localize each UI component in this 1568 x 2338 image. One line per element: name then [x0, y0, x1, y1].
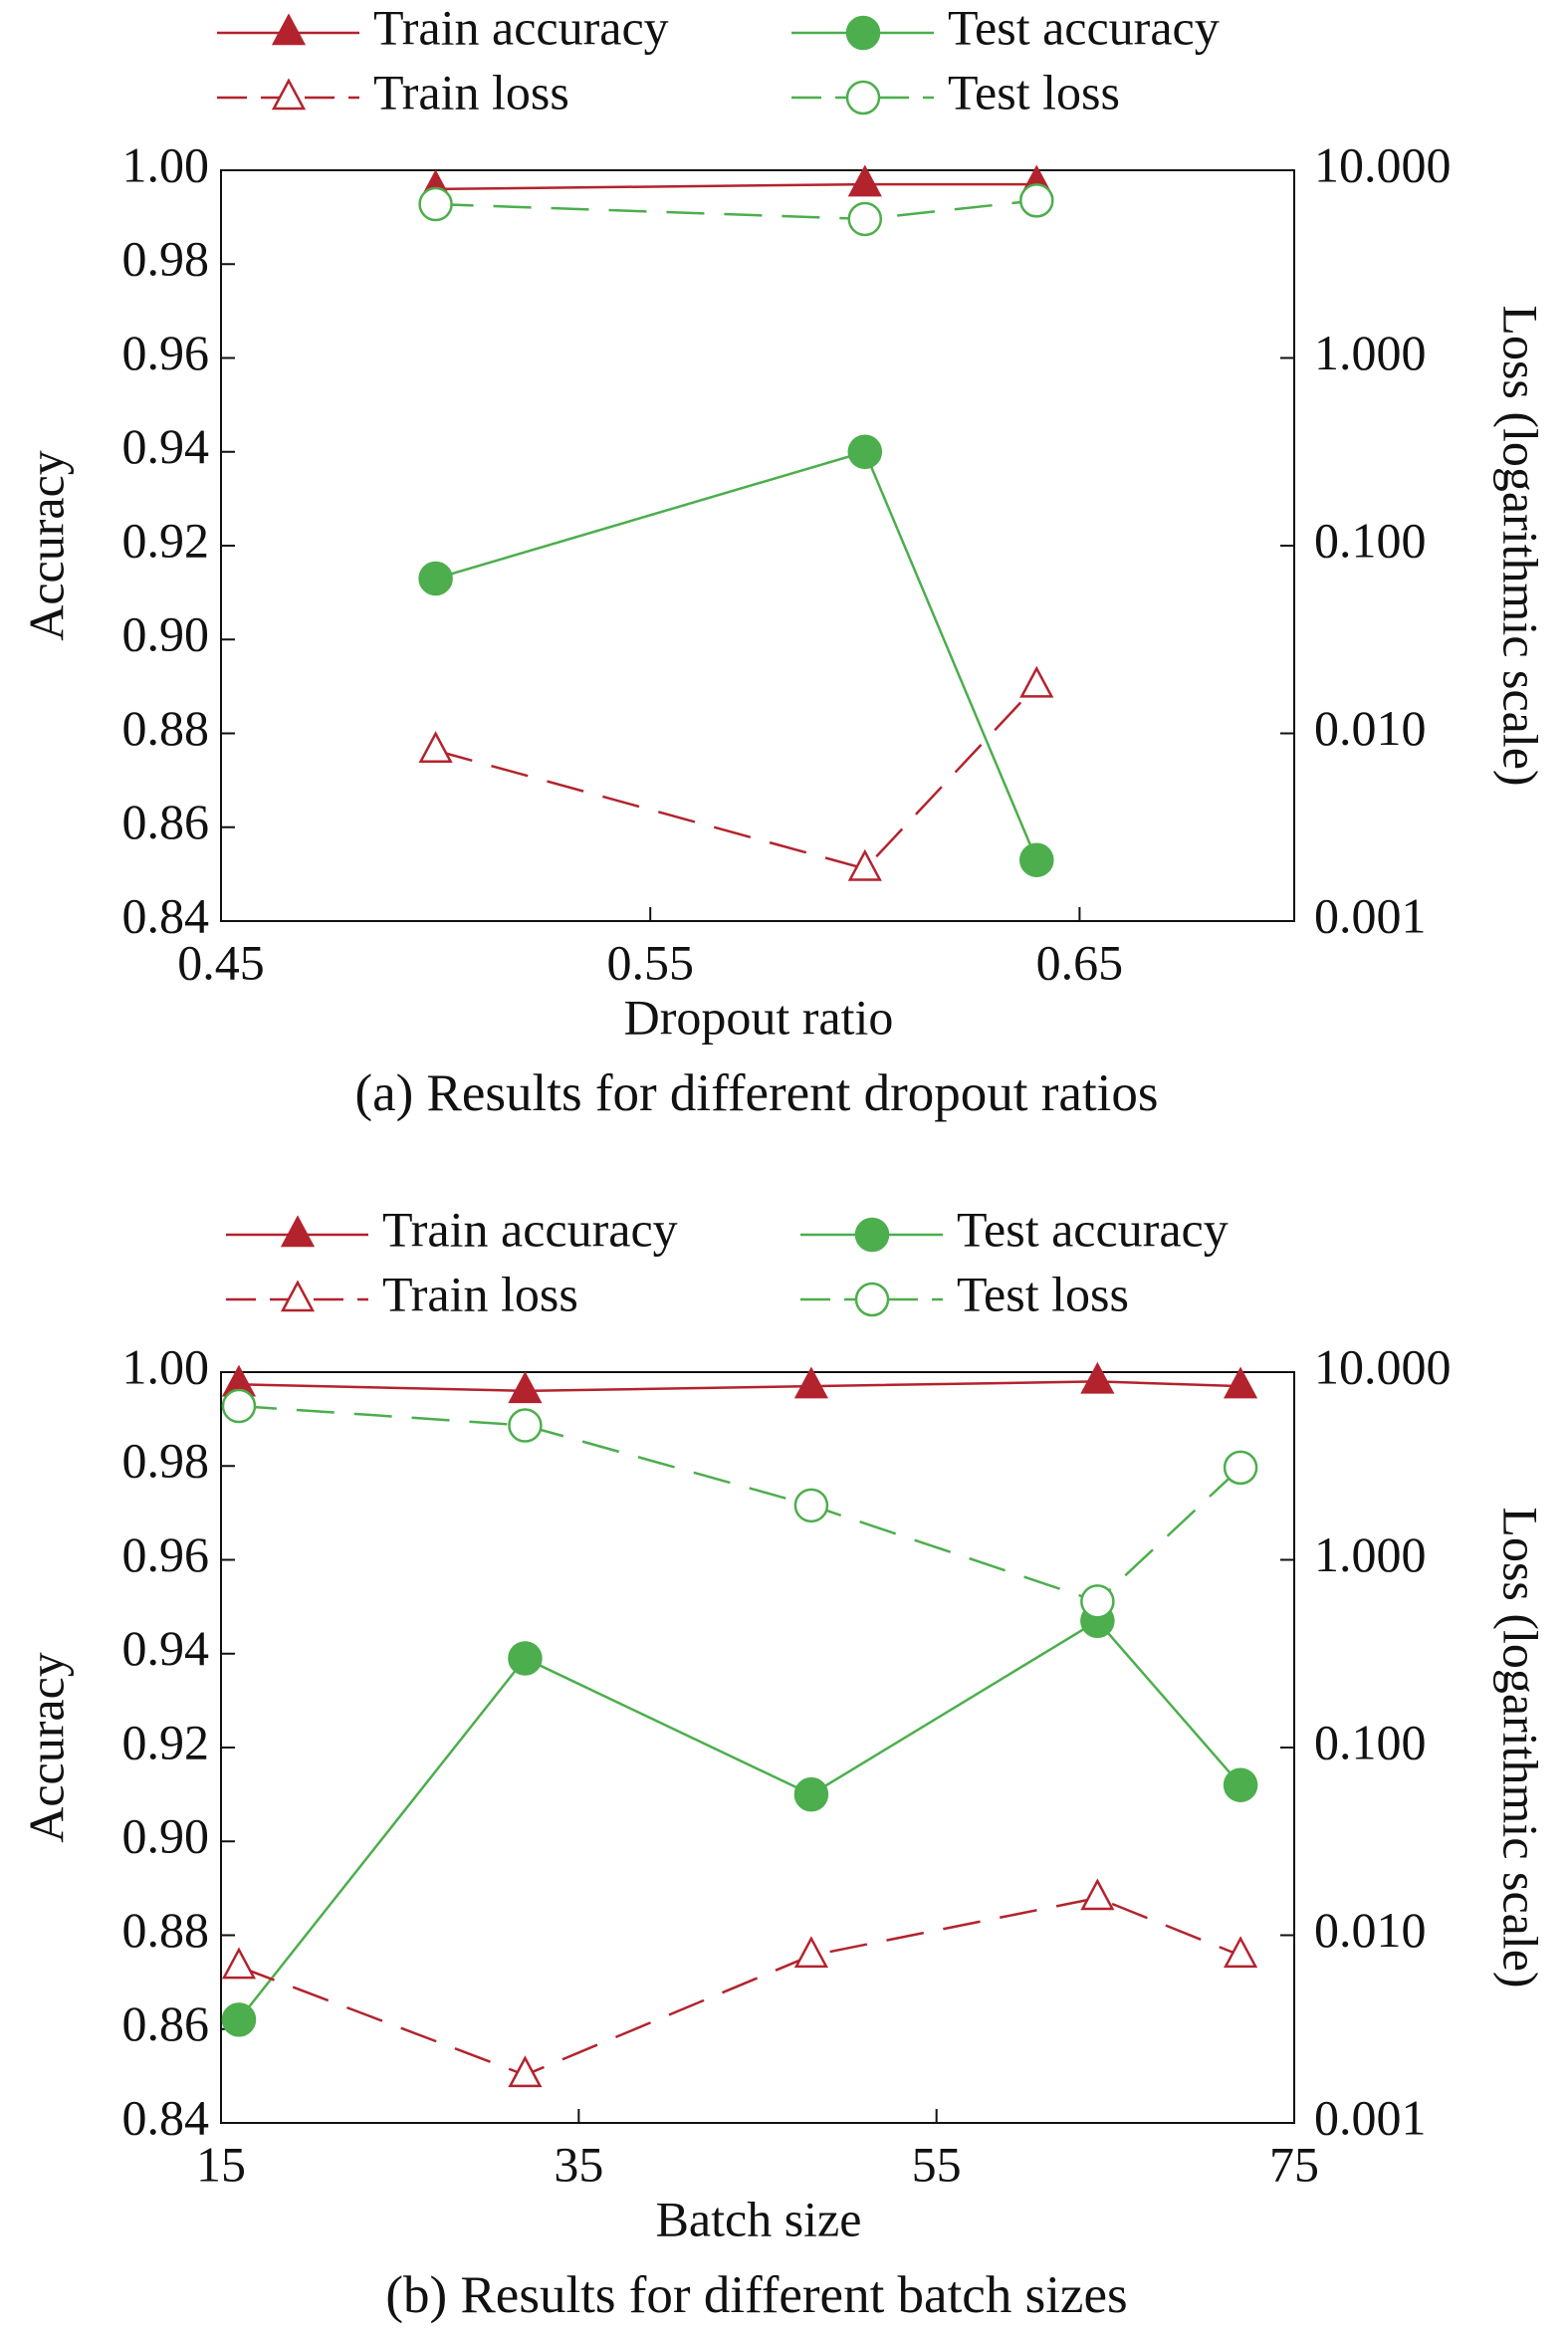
data-point	[508, 1641, 543, 1676]
legend-label: Test loss	[957, 1266, 1129, 1321]
data-point	[221, 2002, 257, 2037]
series-line	[435, 450, 1038, 861]
legend-marker	[854, 1282, 890, 1317]
data-point	[847, 164, 882, 197]
data-point	[1224, 1936, 1258, 1969]
series-line	[435, 182, 1037, 191]
x-tick-label: 55	[912, 2136, 962, 2192]
y-tick-label: 0.90	[122, 606, 210, 662]
data-point	[221, 1947, 257, 1980]
y-tick-label: 0.92	[122, 512, 210, 568]
data-point	[1223, 1767, 1258, 1802]
legend-marker	[280, 1280, 316, 1312]
y-tick-label: 0.96	[122, 325, 210, 380]
data-point	[847, 201, 883, 237]
y-tick-label: 0.84	[122, 2089, 210, 2145]
legend-label: Train accuracy	[373, 0, 669, 55]
legend-label: Train accuracy	[382, 1201, 678, 1257]
x-axis-label: Batch size	[656, 2191, 862, 2246]
legend-marker	[271, 78, 307, 111]
series-line	[238, 1896, 1241, 2077]
legend-marker	[271, 13, 307, 46]
data-point	[793, 1488, 829, 1523]
y2-tick-label: 0.001	[1314, 2089, 1427, 2145]
series-line	[435, 684, 1038, 870]
y-tick-label: 0.86	[122, 1995, 210, 2051]
data-point	[793, 1776, 829, 1812]
data-point	[1080, 1361, 1115, 1394]
y2-tick-label: 0.010	[1314, 1902, 1427, 1958]
y-axis-label: Accuracy	[18, 1652, 74, 1843]
data-point	[418, 186, 453, 222]
y-axis-label: Accuracy	[18, 450, 74, 641]
x-tick-label: 75	[1269, 2136, 1319, 2192]
data-point	[793, 1936, 828, 1969]
y-tick-label: 0.84	[122, 887, 210, 943]
y-tick-label: 0.98	[122, 231, 210, 287]
data-point	[508, 1408, 543, 1443]
y-tick-label: 0.86	[122, 794, 210, 849]
x-axis-label: Dropout ratio	[624, 989, 894, 1045]
data-point	[847, 848, 882, 881]
y2-tick-label: 10.000	[1314, 136, 1452, 192]
y2-axis-label: Loss (logarithmic scale)	[1493, 1507, 1549, 1987]
data-point	[1019, 665, 1054, 698]
y2-tick-label: 0.010	[1314, 700, 1427, 756]
data-point	[221, 1388, 257, 1424]
legend-label: Train loss	[373, 64, 569, 119]
data-point	[1223, 1450, 1258, 1486]
x-tick-label: 0.55	[606, 934, 694, 990]
y-tick-label: 0.92	[122, 1714, 210, 1769]
caption: (a) Results for different dropout ratios	[354, 1064, 1158, 1122]
data-point	[1224, 1366, 1258, 1399]
legend-marker	[280, 1215, 316, 1248]
caption: (b) Results for different batch sizes	[385, 2266, 1127, 2324]
legend-marker	[854, 1217, 890, 1253]
data-point	[508, 2055, 543, 2088]
data-point	[793, 1366, 828, 1399]
data-point	[847, 434, 883, 469]
y-tick-label: 0.90	[122, 1808, 210, 1864]
y2-tick-label: 1.000	[1314, 1526, 1427, 1582]
legend-marker	[845, 80, 881, 116]
series-line	[237, 1619, 1242, 2021]
plot-frame	[220, 1371, 1295, 2124]
series-line	[238, 1404, 1241, 1603]
data-point	[508, 1371, 543, 1404]
y2-tick-label: 1.000	[1314, 325, 1427, 380]
data-point	[1080, 1878, 1115, 1911]
x-tick-label: 0.65	[1036, 934, 1124, 990]
legend-marker	[845, 15, 881, 51]
legend-label: Test accuracy	[957, 1201, 1229, 1257]
data-point	[1019, 183, 1054, 218]
y2-tick-label: 0.001	[1314, 887, 1427, 943]
y2-tick-label: 10.000	[1314, 1338, 1452, 1394]
y-tick-label: 1.00	[122, 1338, 210, 1394]
y2-tick-label: 0.100	[1314, 1714, 1427, 1769]
y-tick-label: 0.96	[122, 1526, 210, 1582]
legend-label: Train loss	[382, 1266, 578, 1321]
data-point	[1080, 1584, 1115, 1619]
y-tick-label: 1.00	[122, 136, 210, 192]
x-tick-label: 0.45	[177, 934, 265, 990]
y-tick-label: 0.88	[122, 700, 210, 756]
series-line	[435, 199, 1037, 221]
legend-label: Test accuracy	[948, 0, 1220, 55]
plot-frame	[220, 169, 1295, 922]
y-tick-label: 0.94	[122, 418, 210, 474]
data-point	[418, 561, 453, 596]
x-tick-label: 15	[196, 2136, 246, 2192]
x-tick-label: 35	[554, 2136, 603, 2192]
y2-tick-label: 0.100	[1314, 512, 1427, 568]
y-tick-label: 0.98	[122, 1433, 210, 1489]
y-tick-label: 0.94	[122, 1620, 210, 1676]
data-point	[1019, 842, 1054, 877]
data-point	[418, 731, 453, 764]
legend-label: Test loss	[948, 64, 1120, 119]
y-tick-label: 0.88	[122, 1902, 210, 1958]
y2-axis-label: Loss (logarithmic scale)	[1493, 305, 1549, 786]
